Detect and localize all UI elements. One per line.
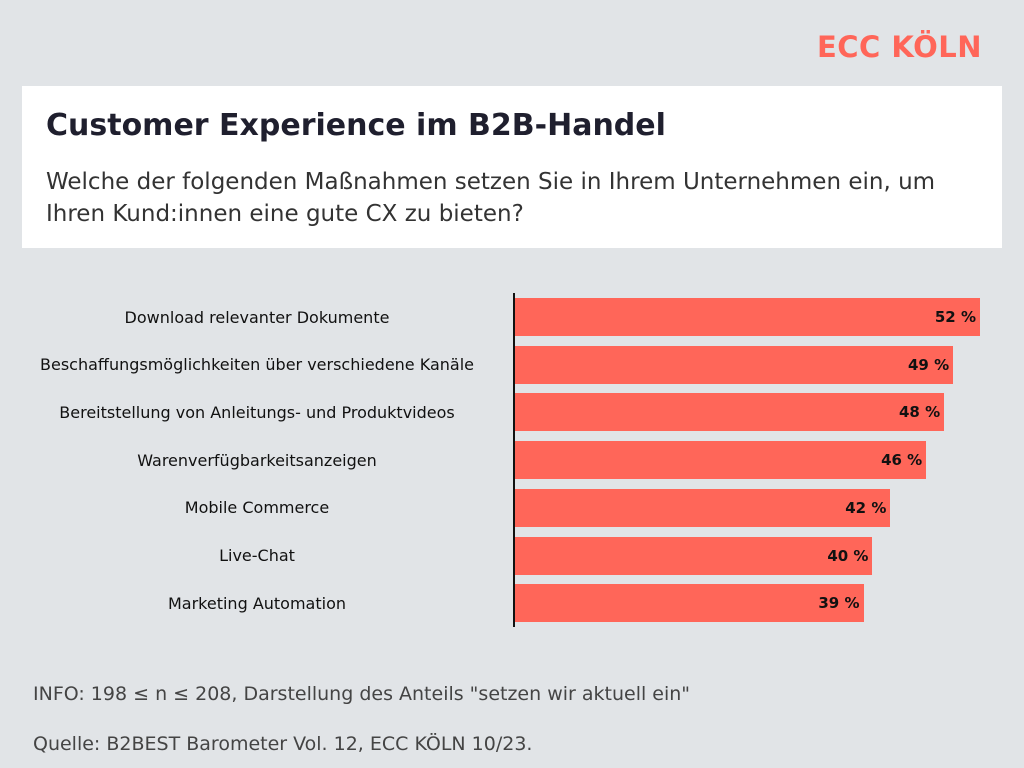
category-label: Marketing Automation xyxy=(167,593,346,613)
bar xyxy=(514,441,927,480)
bar xyxy=(514,536,873,575)
data-label: 46 % xyxy=(881,451,923,470)
data-label: 39 % xyxy=(818,594,860,613)
bar xyxy=(514,393,945,432)
bar xyxy=(514,345,954,384)
bar xyxy=(514,584,864,623)
category-label: Warenverfügbarkeitsanzeigen xyxy=(137,450,377,470)
category-label: Mobile Commerce xyxy=(184,498,330,518)
chart-title: Customer Experience im B2B-Handel xyxy=(46,108,666,143)
category-label: Bereitstellung von Anleitungs- und Produ… xyxy=(59,402,455,422)
category-label: Beschaffungsmöglichkeiten über verschied… xyxy=(40,355,474,375)
bar xyxy=(514,298,980,336)
category-label: Live-Chat xyxy=(219,546,295,565)
chart-subtitle: Welche der folgenden Maßnahmen setzen Si… xyxy=(46,169,936,227)
data-label: 48 % xyxy=(899,403,941,422)
bar xyxy=(514,488,891,527)
title-card: Customer Experience im B2B-Handel Welche… xyxy=(22,86,1002,248)
ecc-koeln-logo: ECC KÖLN xyxy=(816,30,982,64)
data-label: 40 % xyxy=(827,546,869,565)
category-label: Download relevanter Dokumente xyxy=(124,307,390,327)
data-label: 52 % xyxy=(934,308,976,326)
data-label: 42 % xyxy=(845,498,887,517)
source-note: Quelle: B2BEST Barometer Vol. 12, ECC KÖ… xyxy=(33,733,533,755)
info-note: INFO: 198 ≤ n ≤ 208, Darstellung des Ant… xyxy=(33,683,691,705)
data-label: 49 % xyxy=(907,355,950,374)
y-axis-line xyxy=(513,293,515,627)
